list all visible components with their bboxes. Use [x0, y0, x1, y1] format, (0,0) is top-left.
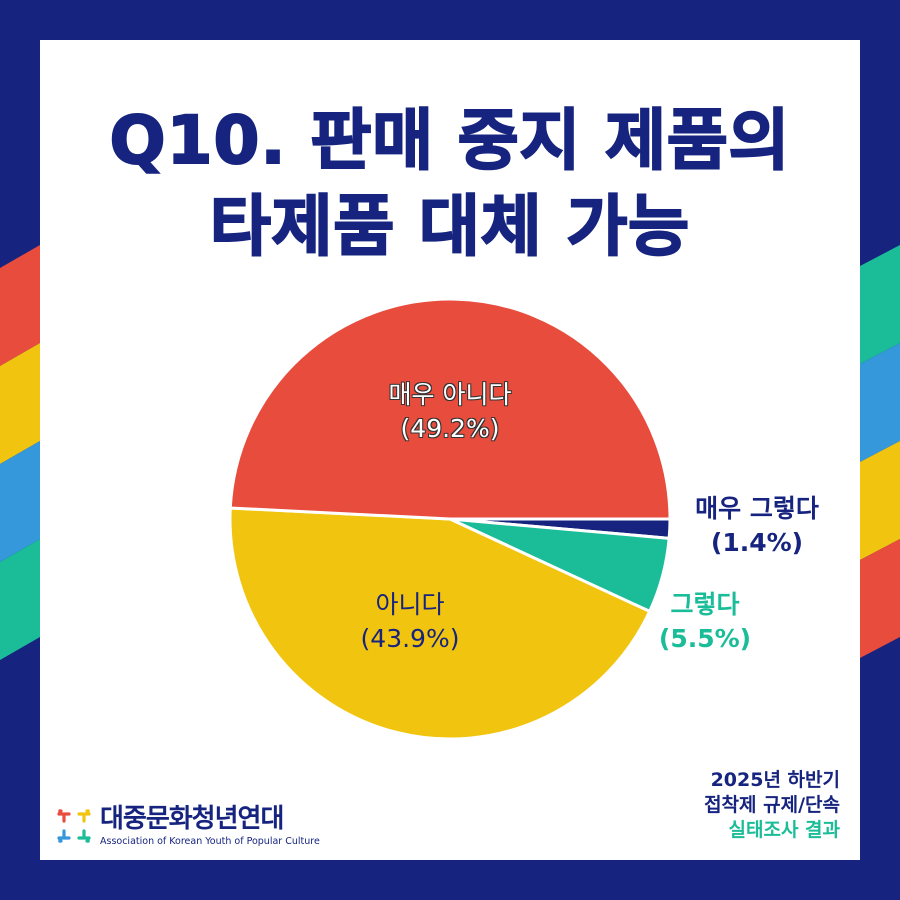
label-very-no: 매우 아니다 (49.2%) — [335, 378, 565, 446]
label-very-yes-pct: (1.4%) — [710, 528, 804, 557]
slice-very-no — [228, 297, 672, 521]
people-circle-logo-icon — [57, 809, 91, 843]
label-no-name: 아니다 — [375, 590, 445, 619]
pie-chart — [228, 297, 672, 741]
caption-line-1: 2025년 하반기 — [710, 769, 840, 791]
label-very-yes: 매우 그렇다 (1.4%) — [672, 492, 842, 560]
label-very-no-pct: (49.2%) — [400, 414, 500, 443]
page-title: Q10. 판매 중지 제품의 타제품 대체 가능 — [40, 98, 860, 270]
slice-no — [228, 506, 652, 741]
label-yes-name: 그렇다 — [670, 590, 740, 619]
label-no-pct: (43.9%) — [360, 624, 460, 653]
organization-logo: 대중문화청년연대 Association of Korean Youth of … — [56, 804, 356, 850]
caption-line-3: 실태조사 결과 — [728, 819, 841, 841]
label-very-yes-name: 매우 그렇다 — [695, 494, 819, 523]
label-very-no-name: 매우 아니다 — [388, 380, 512, 409]
caption-line-2: 접착제 규제/단속 — [704, 794, 840, 816]
organization-subtitle: Association of Korean Youth of Popular C… — [100, 836, 320, 847]
label-no: 아니다 (43.9%) — [310, 588, 510, 656]
label-yes-pct: (5.5%) — [658, 624, 752, 653]
content-card: Q10. 판매 중지 제품의 타제품 대체 가능 매우 아니다 (49.2%) … — [40, 40, 860, 860]
title-line-2: 타제품 대체 가능 — [209, 187, 690, 266]
title-line-1: Q10. 판매 중지 제품의 — [109, 101, 791, 180]
label-yes: 그렇다 (5.5%) — [650, 588, 760, 656]
survey-caption: 2025년 하반기 접착제 규제/단속 실태조사 결과 — [704, 768, 840, 843]
organization-name: 대중문화청년연대 — [100, 804, 284, 834]
